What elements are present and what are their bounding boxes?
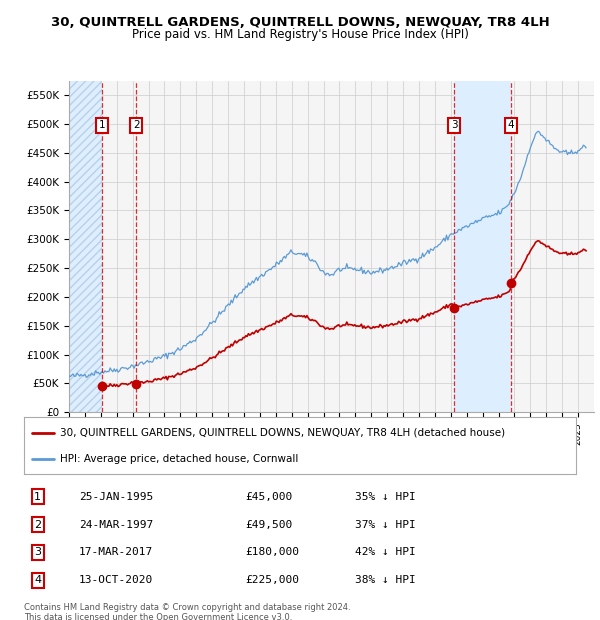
Text: 25-JAN-1995: 25-JAN-1995 [79,492,154,502]
Text: 1: 1 [34,492,41,502]
Text: Contains HM Land Registry data © Crown copyright and database right 2024.
This d: Contains HM Land Registry data © Crown c… [24,603,350,620]
Text: Price paid vs. HM Land Registry's House Price Index (HPI): Price paid vs. HM Land Registry's House … [131,28,469,41]
Text: 13-OCT-2020: 13-OCT-2020 [79,575,154,585]
Bar [454,81,511,412]
Bar [69,81,102,412]
Text: 2: 2 [133,120,140,130]
Text: 4: 4 [508,120,514,130]
Text: 30, QUINTRELL GARDENS, QUINTRELL DOWNS, NEWQUAY, TR8 4LH: 30, QUINTRELL GARDENS, QUINTRELL DOWNS, … [50,16,550,29]
Text: 17-MAR-2017: 17-MAR-2017 [79,547,154,557]
Text: 38% ↓ HPI: 38% ↓ HPI [355,575,416,585]
Text: HPI: Average price, detached house, Cornwall: HPI: Average price, detached house, Corn… [60,454,298,464]
Text: 4: 4 [34,575,41,585]
Text: £49,500: £49,500 [245,520,292,529]
Text: 1: 1 [98,120,105,130]
Text: 35% ↓ HPI: 35% ↓ HPI [355,492,416,502]
Text: 3: 3 [451,120,457,130]
Text: 24-MAR-1997: 24-MAR-1997 [79,520,154,529]
Text: 37% ↓ HPI: 37% ↓ HPI [355,520,416,529]
Text: 2: 2 [34,520,41,529]
Text: 42% ↓ HPI: 42% ↓ HPI [355,547,416,557]
Text: £225,000: £225,000 [245,575,299,585]
Text: £45,000: £45,000 [245,492,292,502]
Text: £180,000: £180,000 [245,547,299,557]
Text: 30, QUINTRELL GARDENS, QUINTRELL DOWNS, NEWQUAY, TR8 4LH (detached house): 30, QUINTRELL GARDENS, QUINTRELL DOWNS, … [60,428,505,438]
Bar [69,81,102,412]
Text: 3: 3 [34,547,41,557]
